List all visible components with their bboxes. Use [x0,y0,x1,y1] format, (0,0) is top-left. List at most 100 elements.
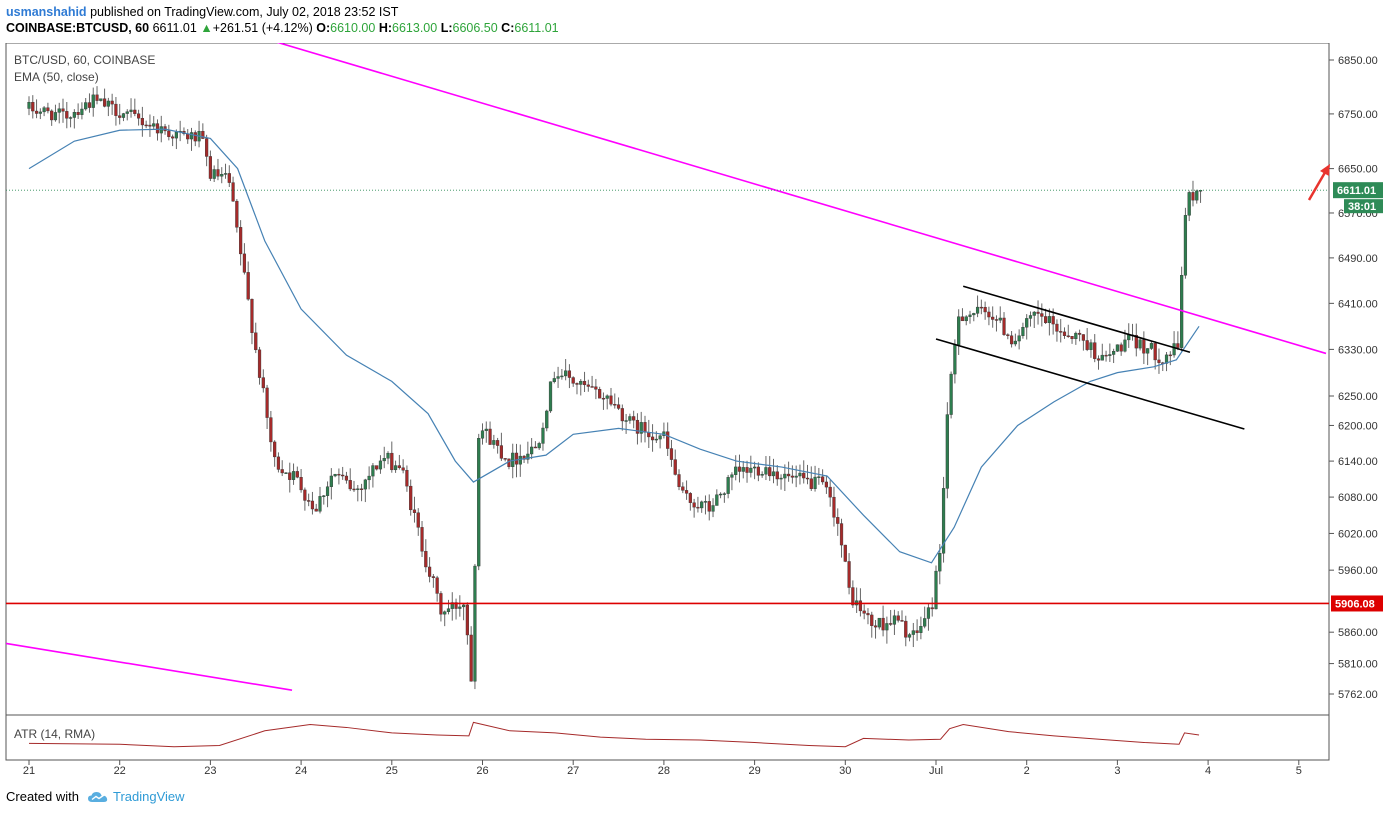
x-tick-label: 26 [476,765,488,777]
x-tick-label: 29 [748,765,760,777]
tradingview-link[interactable]: TradingView [112,789,185,804]
channel-bottom-line[interactable] [935,338,1245,430]
x-tick-label: 3 [1114,765,1120,777]
candle-body [386,452,390,459]
candle-body [469,634,473,682]
y-tick-label: 6020.00 [1338,528,1378,540]
high-label: H: [378,21,393,35]
candle-body [390,452,394,471]
candle-body [295,471,299,478]
candle-body [639,422,643,434]
candle-body [337,473,341,476]
indicator-lines [5,43,1330,748]
candle-body [915,630,919,633]
candle-body [836,517,840,524]
candle-body [609,395,613,405]
open-value: 6610.00 [330,21,376,35]
candle-body [31,102,35,112]
candle-body [567,370,572,378]
candle-body [246,272,250,300]
candle-body [492,440,496,445]
candle-body [227,173,231,183]
candle-body [106,100,110,107]
candle-body [749,467,753,473]
y-tick-label: 6080.00 [1338,492,1378,504]
candle-body [824,481,829,488]
author-name[interactable]: usmanshahid [6,5,87,19]
candle-body [809,478,813,489]
candle-body [673,459,677,475]
candle-body [458,606,462,609]
candle-body [136,113,141,119]
candle-body [707,501,711,512]
channel-top-line[interactable] [962,285,1191,354]
candle-body [401,467,405,471]
candle-body [303,489,307,501]
candle-body [741,467,745,472]
candle-body [764,467,768,475]
candle-body [533,446,538,449]
candle-body [254,332,258,351]
candle-body [628,416,632,421]
candle-body [114,103,118,116]
candle-body [477,438,481,567]
candle-body [715,494,719,506]
lower-trendline-line[interactable] [5,642,293,691]
atr-pane [5,714,1330,761]
candle-body [711,505,715,512]
candle-body [681,486,685,491]
candle-body [84,102,88,110]
atr-line [28,721,1200,748]
candle-body [239,227,243,255]
breakout-arrow [1307,168,1329,201]
x-tick-label: 21 [23,765,35,777]
candle-body [537,443,541,449]
x-tick-label: 5 [1296,765,1302,777]
chart-header: usmanshahid published on TradingView.com… [6,4,559,36]
candle-body [412,509,417,513]
candle-body [318,496,322,512]
candle-body [1138,339,1142,349]
price-labels: 6611.01 38:01 5906.08 [1331,182,1383,612]
candle-body [586,384,590,387]
candle-body [140,117,144,126]
candle-body [235,200,239,228]
current-price-label: 6611.01 [1337,185,1376,197]
candle-body [1119,344,1123,352]
candle-body [873,625,878,628]
low-value: 6606.50 [452,21,498,35]
candle-body [1081,334,1085,341]
candle-body [473,565,477,682]
y-tick-label: 6330.00 [1338,344,1378,356]
price-chart[interactable]: 6850.006750.006650.006570.006490.006410.… [0,43,1388,783]
candle-body [488,428,492,445]
low-label: L: [440,21,453,35]
candle-body [80,108,84,115]
candle-body [635,419,640,434]
candle-body [1142,339,1146,354]
candle-body [1032,311,1036,316]
candle-body [205,138,209,157]
candle-body [1168,354,1172,357]
candle-body [930,607,934,610]
candle-body [601,397,606,400]
candle-body [964,316,968,322]
y-tick-label: 6200.00 [1338,420,1378,432]
candle-body [590,386,594,388]
candle-body [851,587,855,606]
y-tick-label: 5960.00 [1338,565,1378,577]
candle-body [730,474,734,478]
candle-body [291,471,296,480]
y-tick-label: 6750.00 [1338,109,1378,121]
candle-body [1123,339,1127,352]
candle-body [620,408,624,422]
x-tick-label: 24 [295,765,307,777]
candle-body [650,436,655,441]
candle-body [753,466,757,469]
candle-body [571,377,575,384]
candle-body [288,472,292,480]
candle-body [435,577,439,594]
candle-body [68,117,73,119]
candle-body [669,448,674,460]
upper-resistance-line[interactable] [274,43,1327,355]
